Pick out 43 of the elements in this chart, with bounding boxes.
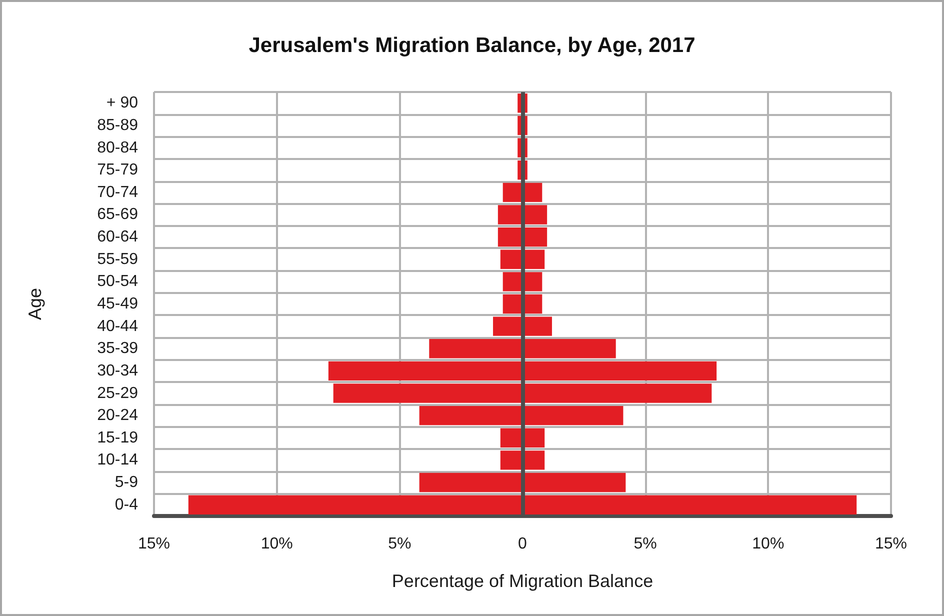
x-tick-label: 0 bbox=[518, 536, 528, 552]
y-tick-label: 85-89 bbox=[97, 116, 138, 134]
y-tick-label: 40-44 bbox=[97, 318, 138, 335]
y-tick-label: 55-59 bbox=[97, 250, 138, 268]
x-tick-label: 10% bbox=[752, 536, 784, 552]
y-tick-label: 65-69 bbox=[97, 206, 138, 224]
y-tick-label: 30-34 bbox=[97, 362, 138, 380]
bar bbox=[333, 384, 522, 403]
bar bbox=[502, 272, 522, 292]
x-tick-label: 5% bbox=[388, 536, 412, 552]
bar bbox=[493, 316, 522, 336]
x-tick-label: 15% bbox=[874, 536, 908, 552]
y-tick-label: 5-9 bbox=[114, 474, 138, 492]
bar bbox=[328, 361, 522, 381]
bar bbox=[498, 205, 522, 224]
bar bbox=[500, 428, 522, 448]
y-tick-label: 25-29 bbox=[97, 384, 138, 402]
bar bbox=[419, 472, 522, 492]
y-tick-label: 50-54 bbox=[97, 273, 138, 290]
bar bbox=[500, 250, 522, 269]
bar bbox=[502, 182, 522, 202]
chart-title: Jerusalem's Migration Balance, by Age, 2017 bbox=[248, 34, 696, 57]
y-tick-label: 0-4 bbox=[114, 496, 138, 514]
x-tick-label: 15% bbox=[138, 536, 170, 552]
y-tick-label: + 90 bbox=[106, 94, 138, 112]
y-axis-title: Age bbox=[25, 288, 45, 320]
y-tick-label: 80-84 bbox=[97, 139, 138, 156]
y-tick-label: 35-39 bbox=[97, 340, 138, 358]
y-tick-label: 45-49 bbox=[97, 296, 138, 312]
bar bbox=[419, 406, 522, 426]
x-tick-label: 10% bbox=[260, 536, 293, 552]
bar bbox=[500, 450, 522, 470]
y-tick-label: 15-19 bbox=[97, 429, 138, 446]
y-tick-label: 70-74 bbox=[97, 184, 138, 201]
x-axis-title: Percentage of Migration Balance bbox=[392, 571, 654, 591]
y-tick-label: 60-64 bbox=[97, 228, 138, 246]
bar bbox=[502, 294, 522, 314]
bar bbox=[429, 339, 522, 358]
bar bbox=[498, 227, 522, 247]
y-tick-label: 10-14 bbox=[97, 452, 138, 469]
y-tick-label: 75-79 bbox=[97, 162, 138, 179]
x-tick-label: 5% bbox=[634, 536, 657, 552]
y-tick-label: 20-24 bbox=[97, 407, 138, 424]
